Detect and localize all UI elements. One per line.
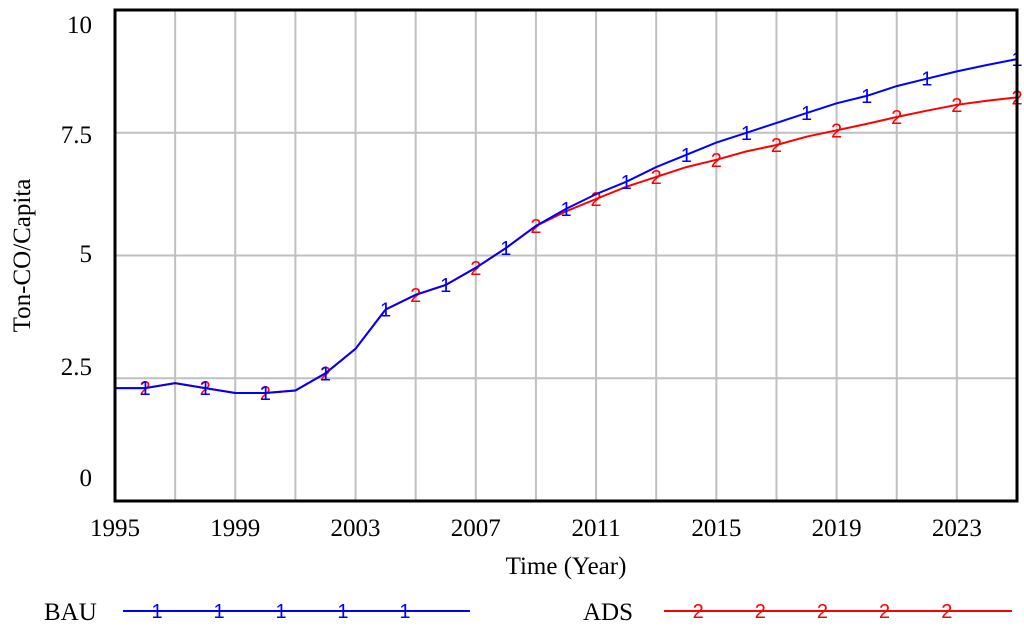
legend: BAU 1 1 1 1 1 ADS 2 2 2 2 2	[44, 599, 1012, 626]
x-tick-label: 2019	[812, 515, 862, 542]
legend-marker-bau: 1	[152, 601, 163, 623]
legend-label-bau: BAU	[44, 599, 97, 626]
series-marker-bau: 1	[861, 86, 872, 108]
series-marker-ads: 2	[891, 107, 902, 129]
series-marker-bau: 1	[801, 103, 812, 125]
series-line-bau	[115, 58, 1018, 394]
legend-marker-bau: 1	[213, 601, 224, 623]
series-marker-bau: 1	[380, 300, 391, 322]
series-marker-bau: 1	[440, 275, 451, 297]
legend-marker-ads: 2	[817, 601, 828, 623]
x-tick-label: 2007	[451, 515, 501, 542]
plot-frame	[113, 8, 1019, 503]
legend-label-ads: ADS	[583, 599, 633, 626]
x-tick-label: 2015	[691, 515, 741, 542]
series-marker-bau: 1	[560, 199, 571, 221]
x-tick-label: 2023	[932, 515, 982, 542]
x-tick-label: 1995	[90, 515, 140, 542]
y-axis-title: Ton-CO/Capita	[9, 179, 36, 333]
series-marker-ads: 2	[711, 150, 722, 172]
tick-labels: 1995 1999 2003 2007 2011 2015 2019 2023 0 2.5 5 7.5…	[61, 12, 982, 542]
x-tick-label: 2003	[331, 515, 381, 542]
series-marker-ads: 2	[591, 189, 602, 211]
legend-marker-ads: 2	[941, 601, 952, 623]
y-tick-label: 0	[80, 465, 93, 492]
legend-marker-bau: 1	[337, 601, 348, 623]
series-marker-bau: 1	[921, 69, 932, 91]
series-marker-ads: 2	[771, 135, 782, 157]
series-marker-bau: 1	[260, 383, 271, 405]
legend-marker-ads: 2	[755, 601, 766, 623]
legend-marker-bau: 1	[275, 601, 286, 623]
y-tick-label: 10	[67, 12, 92, 39]
grid	[115, 10, 1017, 501]
x-tick-label: 2011	[572, 515, 621, 542]
y-tick-label: 2.5	[61, 354, 92, 381]
series-marker-bau: 1	[500, 238, 511, 260]
series-marker-ads: 2	[651, 167, 662, 189]
x-tick-label: 1999	[210, 515, 260, 542]
legend-marker-ads: 2	[693, 601, 704, 623]
y-tick-label: 7.5	[61, 122, 92, 149]
series-marker-bau: 1	[320, 363, 331, 385]
series-marker-bau: 1	[621, 172, 632, 194]
series-marker-bau: 1	[741, 123, 752, 145]
series-marker-ads: 2	[951, 95, 962, 117]
legend-marker-bau: 1	[399, 601, 410, 623]
series-marker-bau: 1	[200, 378, 211, 400]
series-line-ads	[115, 96, 1018, 394]
legend-marker-ads: 2	[879, 601, 890, 623]
series-marker-bau: 1	[140, 378, 151, 400]
x-axis-title: Time (Year)	[506, 553, 627, 580]
y-tick-label: 5	[80, 241, 93, 268]
series-marker-bau: 1	[681, 145, 692, 167]
series-marker-ads: 2	[831, 120, 842, 142]
